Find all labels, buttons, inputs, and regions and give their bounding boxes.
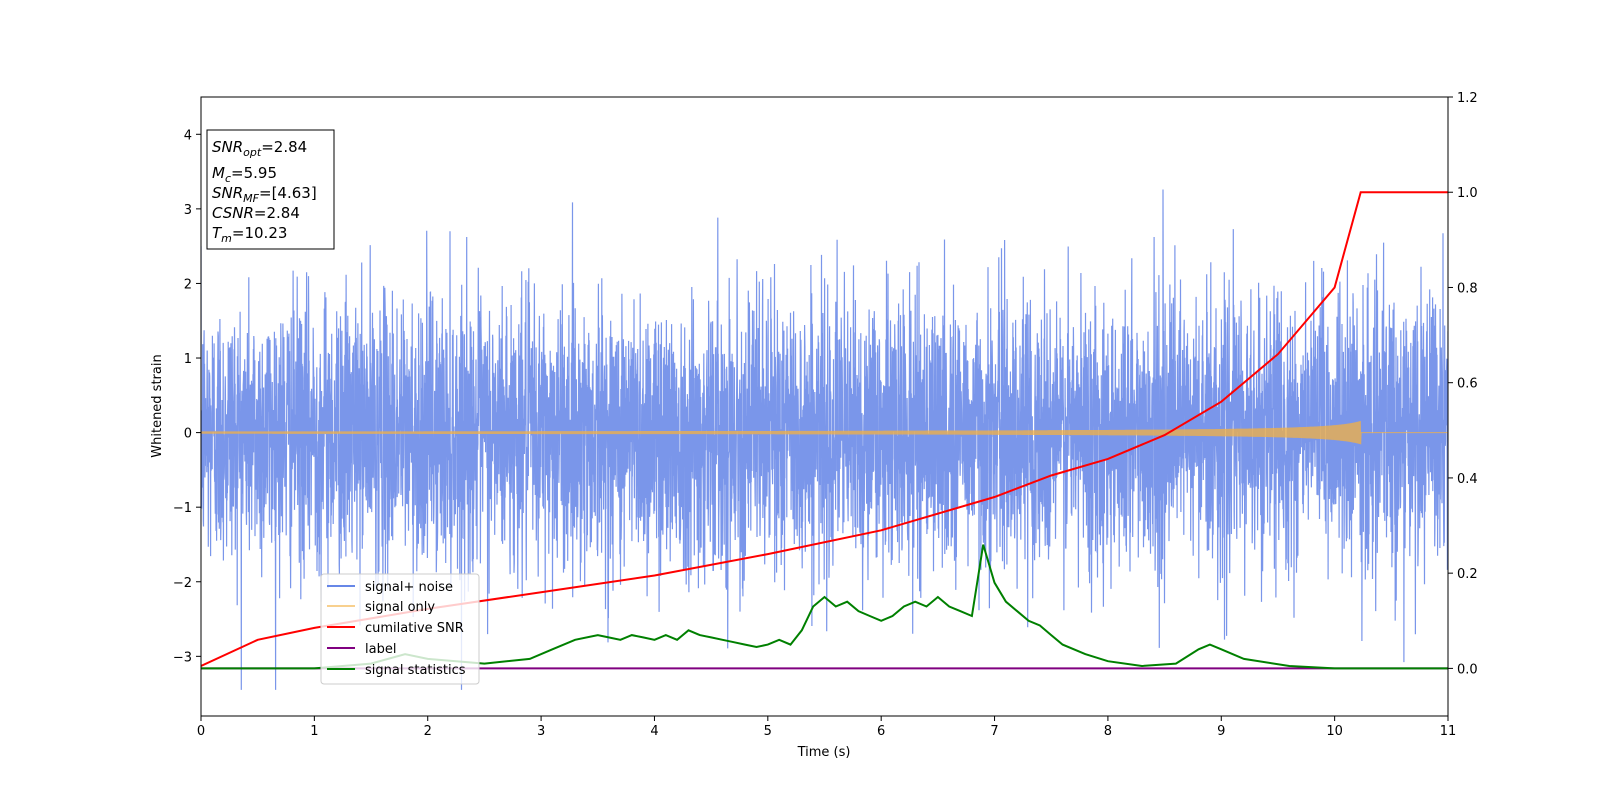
x-tick-label: 2 bbox=[424, 724, 432, 739]
info-snr-mf: SNRMF=[4.63] bbox=[212, 184, 317, 205]
x-tick-label: 5 bbox=[764, 724, 772, 739]
x-tick-label: 3 bbox=[537, 724, 545, 739]
info-tm: Tm=10.23 bbox=[212, 224, 287, 245]
series-signal-only bbox=[201, 420, 1448, 445]
info-mc: Mc=5.95 bbox=[212, 164, 277, 185]
axis-ticks: 0 1 2 3 4 5 6 7 8 9 10 11 −3 −2 −1 0 1 2 3 4 0.0 0.2 0.4 0.6 0.8… bbox=[173, 91, 1478, 739]
series-signal-noise bbox=[201, 189, 1448, 690]
x-tick-label: 10 bbox=[1326, 724, 1343, 739]
y-right-tick-label: 1.0 bbox=[1457, 186, 1478, 201]
x-tick-label: 0 bbox=[197, 724, 205, 739]
info-snr-opt: SNRopt=2.84 bbox=[212, 138, 307, 159]
legend-label-cumilative-snr: cumilative SNR bbox=[365, 621, 464, 636]
y-left-tick-label: −1 bbox=[173, 501, 192, 516]
y-left-tick-label: 3 bbox=[184, 203, 192, 218]
x-tick-label: 6 bbox=[877, 724, 885, 739]
info-box: SNRopt=2.84 Mc=5.95 SNRMF=[4.63] CSNR=2.… bbox=[206, 129, 335, 250]
y-right-tick-label: 0.6 bbox=[1457, 377, 1478, 392]
y-left-tick-label: −3 bbox=[173, 650, 192, 665]
y-left-tick-label: −2 bbox=[173, 576, 192, 591]
axes-frame bbox=[200, 96, 1449, 717]
y-left-tick-label: 2 bbox=[184, 277, 192, 292]
x-tick-label: 4 bbox=[650, 724, 658, 739]
y-right-tick-label: 0.8 bbox=[1457, 281, 1478, 296]
x-tick-label: 11 bbox=[1440, 724, 1457, 739]
x-axis-label: Time (s) bbox=[797, 745, 851, 760]
y-left-tick-label: 0 bbox=[184, 427, 192, 442]
legend-label-label: label bbox=[365, 642, 396, 657]
legend-frame bbox=[320, 573, 480, 685]
legend: signal+ noise signal only cumilative SNR… bbox=[320, 573, 480, 685]
y-right-tick-label: 0.0 bbox=[1457, 662, 1478, 677]
x-tick-label: 8 bbox=[1104, 724, 1112, 739]
y-right-tick-label: 1.2 bbox=[1457, 91, 1478, 106]
legend-label-signal-only: signal only bbox=[365, 600, 435, 615]
info-csnr: CSNR=2.84 bbox=[212, 204, 300, 222]
y-right-tick-label: 0.4 bbox=[1457, 472, 1478, 487]
legend-label-signal-statistics: signal statistics bbox=[365, 663, 466, 678]
x-tick-label: 9 bbox=[1217, 724, 1225, 739]
x-tick-label: 7 bbox=[990, 724, 998, 739]
y-right-tick-label: 0.2 bbox=[1457, 567, 1478, 582]
y-left-tick-label: 1 bbox=[184, 352, 192, 367]
y-left-tick-label: 4 bbox=[184, 128, 192, 143]
x-tick-label: 1 bbox=[310, 724, 318, 739]
series-signal-statistics bbox=[201, 544, 1448, 670]
y-axis-label: Whitened strain bbox=[150, 354, 165, 457]
info-box-frame bbox=[206, 129, 335, 250]
legend-label-signal-noise: signal+ noise bbox=[365, 580, 453, 595]
